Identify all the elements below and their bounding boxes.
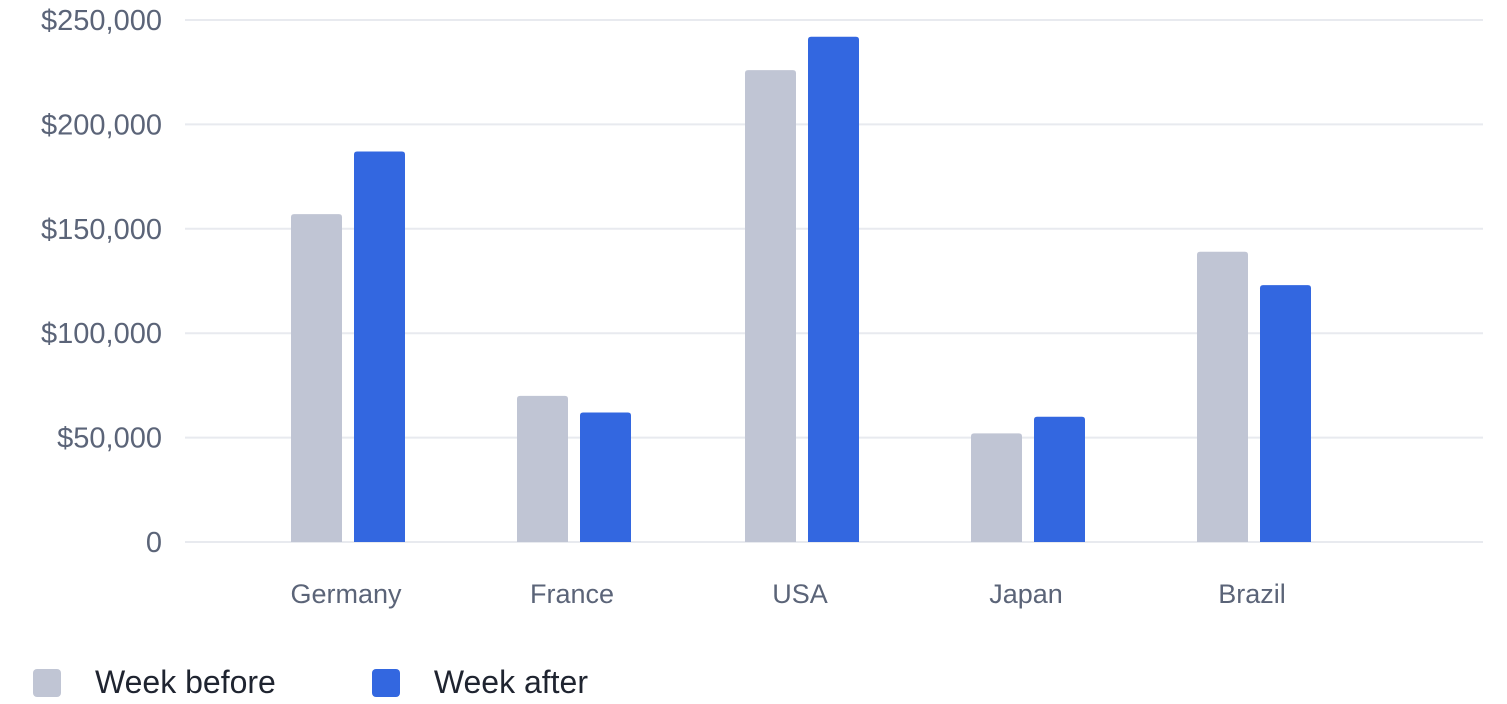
x-tick-label: France (530, 579, 614, 609)
bar-brazil-week-after[interactable] (1260, 285, 1311, 542)
x-tick-label: USA (772, 579, 828, 609)
bar-japan-week-before[interactable] (971, 433, 1022, 542)
y-tick-label: $250,000 (41, 5, 162, 37)
legend-item-week-before[interactable]: Week before (33, 664, 276, 701)
x-tick-label: Germany (290, 579, 402, 609)
legend: Week before Week after (33, 664, 684, 701)
y-tick-label: $100,000 (41, 318, 162, 350)
legend-swatch-week-after (371, 668, 400, 697)
legend-label-week-after: Week after (433, 664, 588, 700)
bar-germany-week-before[interactable] (291, 214, 342, 542)
x-tick-label: Brazil (1218, 579, 1286, 609)
bar-brazil-week-before[interactable] (1197, 251, 1248, 542)
y-tick-label: $150,000 (41, 214, 162, 246)
bar-france-week-after[interactable] (580, 412, 631, 542)
y-axis-tick-labels: 0 $50,000 $100,000 $150,000 $200,000 $250,000 (41, 5, 162, 559)
x-tick-label: Japan (989, 579, 1063, 609)
bar-japan-week-after[interactable] (1034, 416, 1085, 542)
y-tick-label: $200,000 (41, 109, 162, 141)
bars (291, 36, 1311, 542)
legend-item-week-after[interactable]: Week after (371, 664, 588, 701)
bar-germany-week-after[interactable] (354, 151, 405, 542)
bar-usa-week-before[interactable] (745, 70, 796, 542)
bar-france-week-before[interactable] (517, 395, 568, 542)
legend-swatch-week-before (33, 668, 61, 697)
legend-label-week-before: Week before (95, 664, 276, 700)
y-tick-label: 0 (146, 527, 162, 559)
x-axis-tick-labels: Germany France USA Japan Brazil (290, 579, 1285, 609)
y-tick-label: $50,000 (57, 423, 162, 455)
bar-chart: 0 $50,000 $100,000 $150,000 $200,000 $250,000… (41, 5, 1483, 609)
bar-usa-week-after[interactable] (808, 36, 859, 542)
